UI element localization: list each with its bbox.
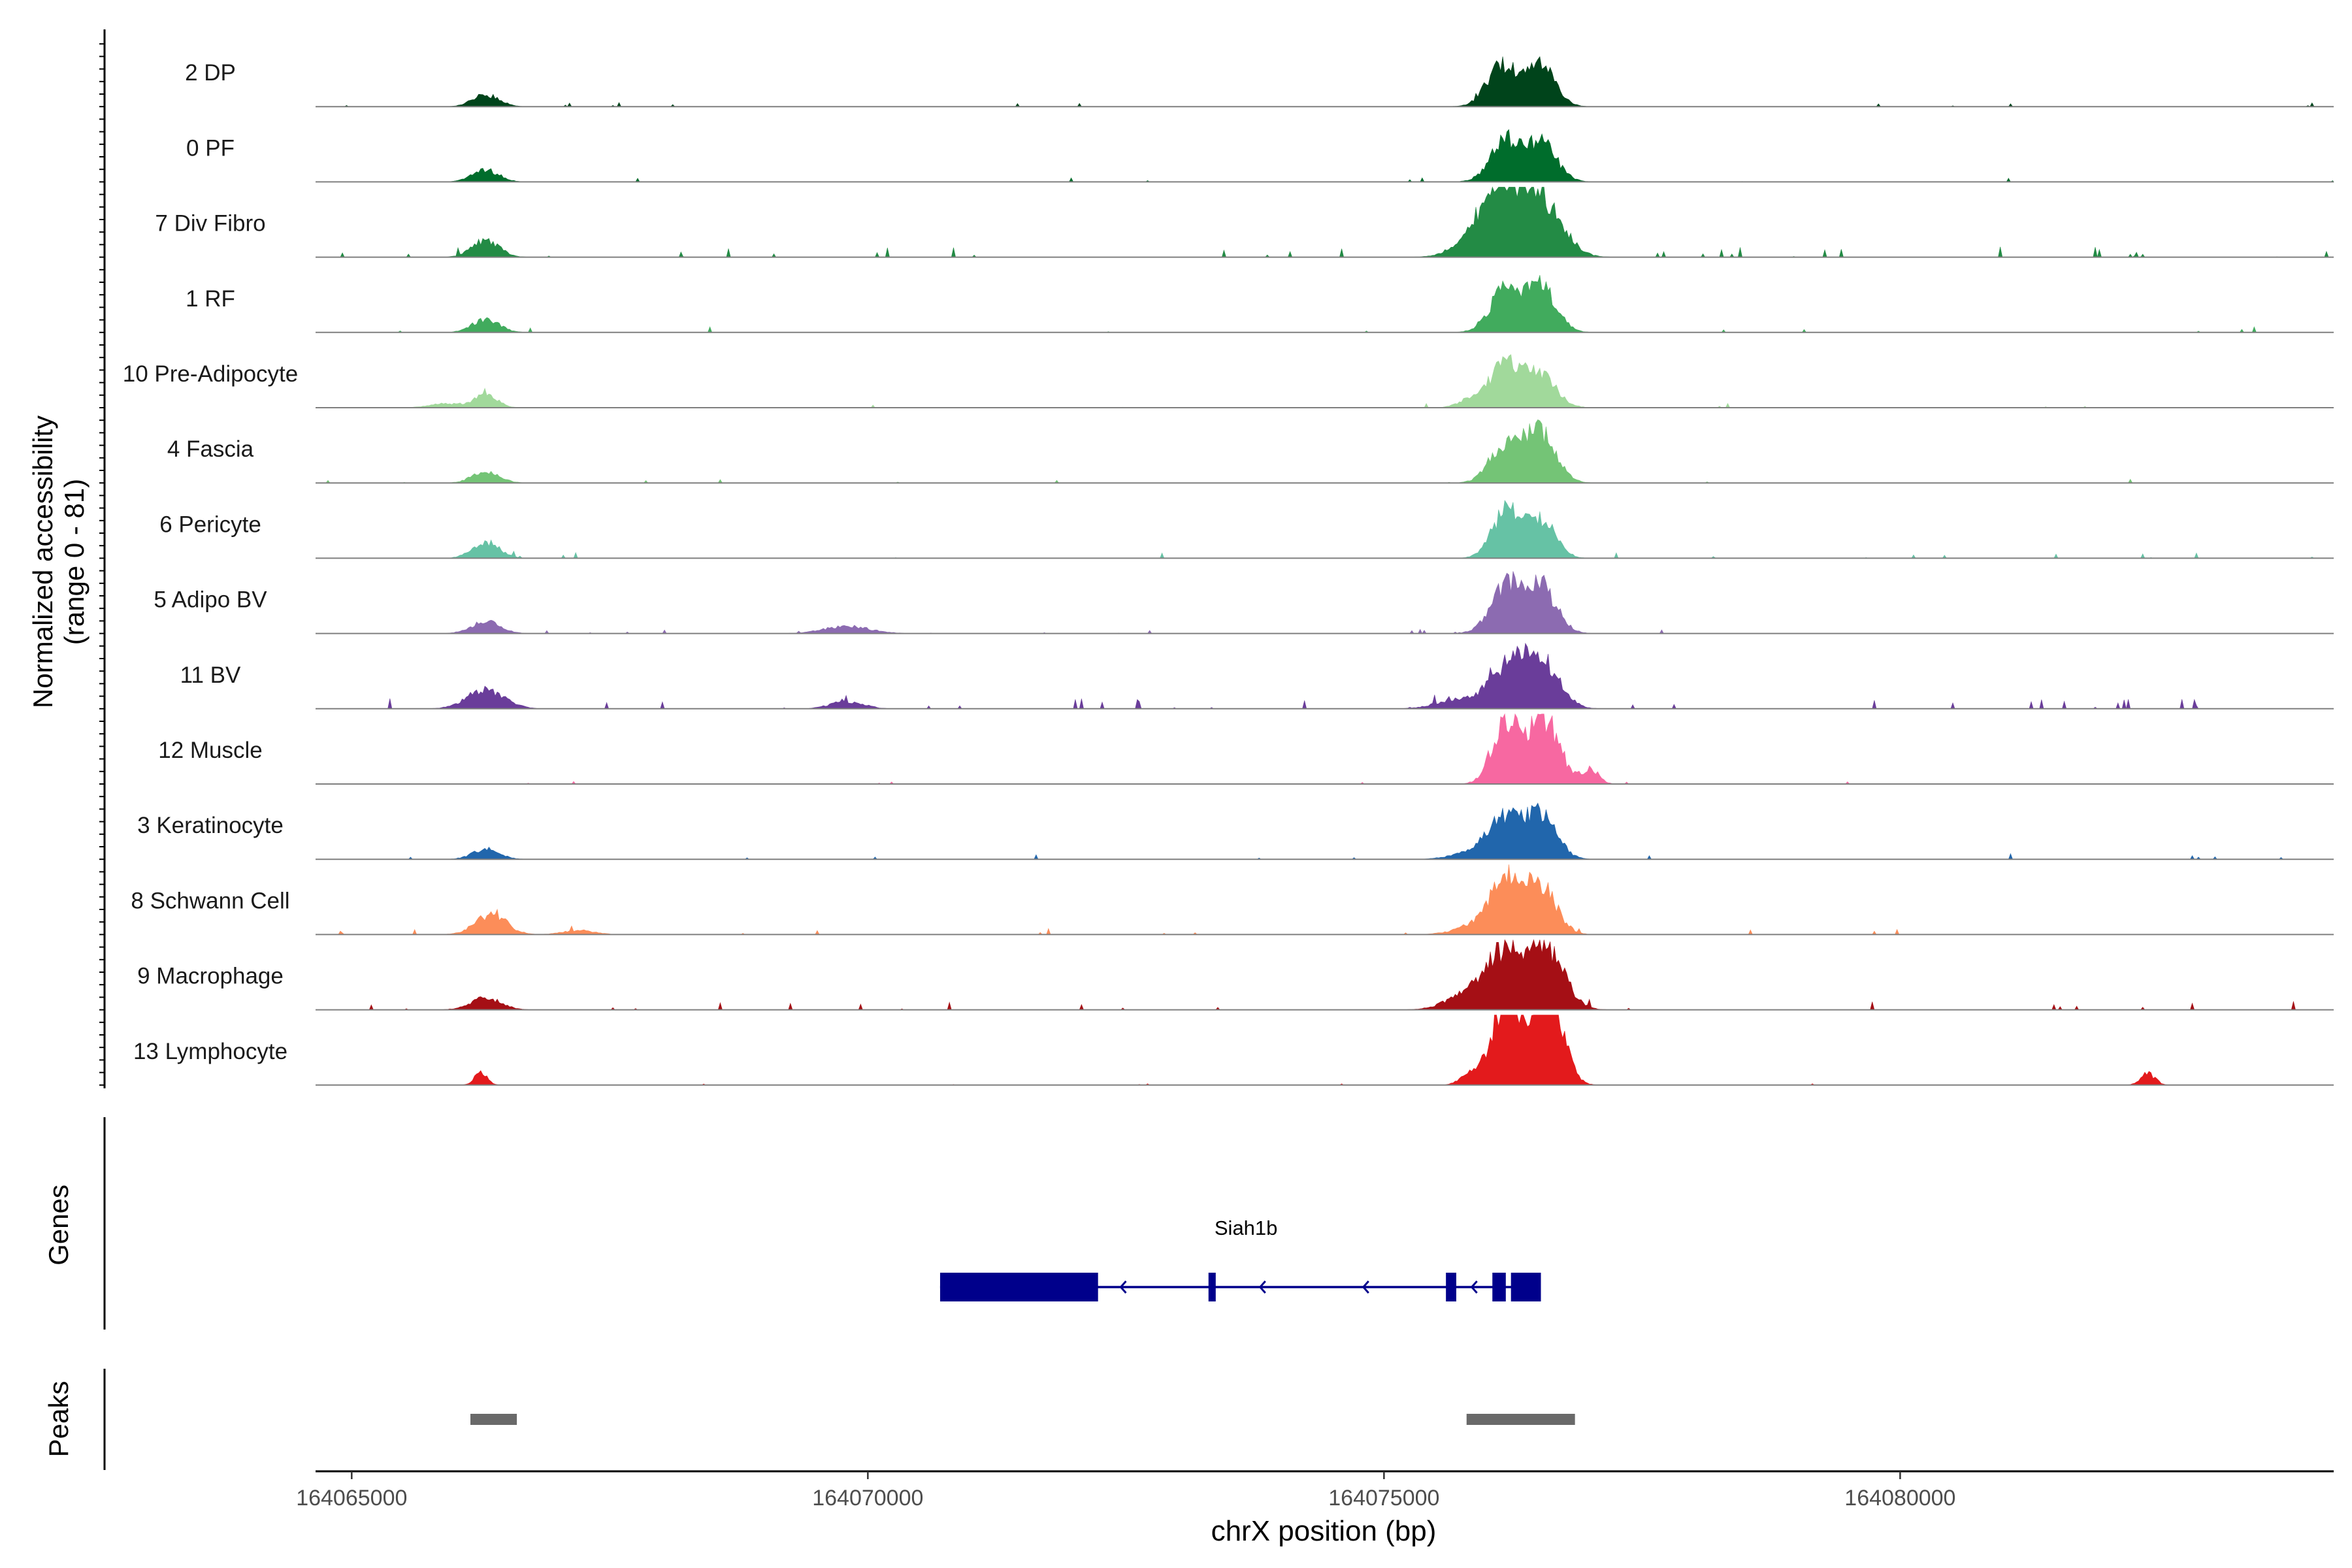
- track-4-fascia: 4 Fascia: [167, 419, 2334, 484]
- track-9-macrophage: 9 Macrophage: [137, 939, 2334, 1011]
- strand-arrow: [1119, 1281, 1127, 1294]
- gene-name-label: Siah1b: [1215, 1217, 1278, 1239]
- coverage-area: [316, 939, 2334, 1010]
- coverage-area: [316, 713, 2334, 785]
- peak-region: [1466, 1414, 1575, 1425]
- track-3-keratinocyte: 3 Keratinocyte: [137, 802, 2334, 860]
- gene-exon: [939, 1273, 1098, 1301]
- coverage-area: [316, 186, 2334, 258]
- track-1-rf: 1 RF: [186, 275, 2334, 333]
- coverage-area: [316, 56, 2334, 107]
- x-tick-label: 164070000: [812, 1486, 923, 1511]
- coverage-area: [316, 500, 2334, 559]
- coverage-area: [316, 1015, 2334, 1086]
- track-label: 10 Pre-Adipocyte: [123, 361, 298, 387]
- track-label: 6 Pericyte: [159, 512, 261, 537]
- track-label: 12 Muscle: [158, 738, 263, 763]
- gene-exon: [1446, 1273, 1456, 1301]
- track-0-pf: 0 PF: [186, 129, 2334, 183]
- x-axis-title: chrX position (bp): [1211, 1515, 1437, 1547]
- track-label: 13 Lymphocyte: [133, 1039, 287, 1064]
- track-label: 9 Macrophage: [137, 964, 284, 989]
- track-13-lymphocyte: 13 Lymphocyte: [133, 1015, 2334, 1086]
- genes-track-title: Genes: [43, 1184, 74, 1266]
- coverage-area: [316, 642, 2334, 710]
- peaks-track-title: Peaks: [43, 1381, 74, 1458]
- track-6-pericyte: 6 Pericyte: [159, 500, 2334, 559]
- strand-arrow: [1362, 1281, 1369, 1294]
- x-tick-label: 164075000: [1328, 1486, 1439, 1511]
- left-axes: [99, 29, 106, 1088]
- track-10-pre-adipocyte: 10 Pre-Adipocyte: [123, 354, 2334, 408]
- strand-arrow: [1470, 1281, 1478, 1294]
- coverage-area: [316, 571, 2334, 634]
- track-2-dp: 2 DP: [185, 56, 2334, 108]
- track-label: 8 Schwann Cell: [131, 888, 289, 913]
- strand-arrow: [1258, 1281, 1266, 1294]
- track-5-adipo-bv: 5 Adipo BV: [154, 571, 2334, 634]
- track-label: 0 PF: [186, 135, 235, 161]
- peak-region: [470, 1414, 517, 1425]
- coverage-tracks: 2 DP 0 PF 7 Div Fibro 1 RF 10 Pre-Adipocyte 4…: [123, 56, 2334, 1086]
- track-12-muscle: 12 Muscle: [158, 713, 2334, 785]
- peak-track: [103, 1369, 1575, 1470]
- coverage-area: [316, 129, 2334, 182]
- x-tick-label: 164080000: [1844, 1486, 1955, 1511]
- y-axis-range: (range 0 - 81): [59, 479, 90, 645]
- track-label: 7 Div Fibro: [155, 211, 265, 237]
- coverage-area: [316, 802, 2334, 860]
- gene-exon: [1511, 1273, 1541, 1301]
- coverage-area: [316, 864, 2334, 935]
- track-11-bv: 11 BV: [180, 642, 2334, 710]
- track-label: 2 DP: [185, 60, 236, 86]
- track-label: 3 Keratinocyte: [137, 813, 284, 838]
- track-8-schwann-cell: 8 Schwann Cell: [131, 864, 2334, 936]
- track-label: 5 Adipo BV: [154, 587, 267, 613]
- gene-track: Siah1b: [103, 1117, 1541, 1330]
- track-label: 1 RF: [186, 286, 235, 312]
- x-tick-label: 164065000: [296, 1486, 407, 1511]
- coverage-area: [316, 354, 2334, 408]
- track-label: 4 Fascia: [167, 436, 254, 462]
- x-axis: 164065000 164070000 164075000 164080000: [296, 1470, 2334, 1511]
- track-7-div-fibro: 7 Div Fibro: [155, 186, 2334, 258]
- gene-exon: [1208, 1273, 1216, 1301]
- coverage-area: [316, 275, 2334, 333]
- track-label: 11 BV: [180, 662, 241, 688]
- y-axis-title: Normalized accessibility: [27, 416, 58, 708]
- gene-exon: [1492, 1273, 1506, 1301]
- coverage-area: [316, 419, 2334, 483]
